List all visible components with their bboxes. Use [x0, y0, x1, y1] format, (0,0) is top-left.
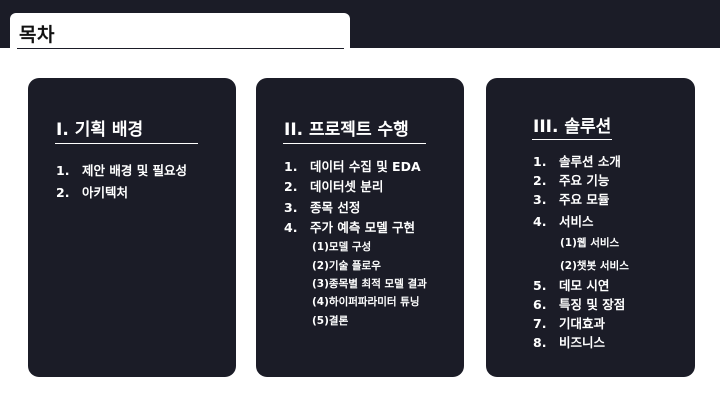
item-number: 1. [284, 159, 298, 174]
list-item: 1. 제안 배경 및 필요성 [56, 163, 187, 179]
list-item: 2. 아키텍처 [56, 185, 128, 201]
list-item: 8. 비즈니스 [533, 335, 605, 351]
sub-item: (4)하이퍼파라미터 튜닝 [312, 296, 420, 308]
item-label: 솔루션 소개 [559, 154, 621, 169]
section-title: III. 솔루션 [533, 117, 612, 137]
section-divider [55, 143, 198, 144]
item-number: 1. [533, 154, 547, 169]
list-item: 4. 서비스 [533, 214, 594, 230]
item-label: 종목 선정 [310, 200, 361, 215]
item-label: 서비스 [559, 214, 594, 229]
item-number: 7. [533, 316, 547, 331]
item-number: 3. [284, 200, 298, 215]
list-item: 2. 주요 기능 [533, 173, 609, 189]
sub-item: (2)챗봇 서비스 [560, 260, 629, 272]
title-tab [10, 13, 350, 48]
page-title: 목차 [19, 24, 55, 46]
section-divider [532, 139, 612, 140]
item-number: 5. [533, 278, 547, 293]
list-item: 1. 데이터 수집 및 EDA [284, 159, 421, 175]
section-title: I. 기획 배경 [56, 120, 144, 140]
item-number: 6. [533, 297, 547, 312]
item-number: 2. [533, 173, 547, 188]
list-item: 7. 기대효과 [533, 316, 605, 332]
section-divider [283, 143, 426, 144]
section-card-planning: I. 기획 배경 1. 제안 배경 및 필요성 2. 아키텍처 [28, 78, 236, 377]
section-card-solution: III. 솔루션 1. 솔루션 소개 2. 주요 기능 3. 주요 모듈 4. 서비스 … [486, 78, 695, 377]
item-number: 1. [56, 163, 70, 178]
item-number: 3. [533, 192, 547, 207]
list-item: 2. 데이터셋 분리 [284, 179, 383, 195]
sub-item: (5)결론 [312, 315, 349, 327]
list-item: 3. 종목 선정 [284, 200, 360, 216]
list-item: 3. 주요 모듈 [533, 192, 609, 208]
sub-item: (1)웹 서비스 [560, 237, 620, 249]
item-number: 4. [533, 214, 547, 229]
item-label: 데모 시연 [559, 278, 610, 293]
sub-item: (3)종목별 최적 모델 결과 [312, 278, 427, 290]
item-label: 특징 및 장점 [559, 297, 626, 312]
section-title: II. 프로젝트 수행 [284, 120, 409, 140]
item-number: 4. [284, 220, 298, 235]
item-label: 데이터셋 분리 [310, 179, 384, 194]
list-item: 5. 데모 시연 [533, 278, 609, 294]
item-label: 아키텍처 [82, 185, 129, 200]
list-item: 4. 주가 예측 모델 구현 [284, 220, 415, 236]
item-label: 데이터 수집 및 EDA [310, 159, 421, 174]
list-item: 1. 솔루션 소개 [533, 154, 621, 170]
section-card-project: II. 프로젝트 수행 1. 데이터 수집 및 EDA 2. 데이터셋 분리 3. 종… [256, 78, 464, 377]
sub-item: (1)모델 구성 [312, 241, 372, 253]
item-number: 2. [56, 185, 70, 200]
item-number: 2. [284, 179, 298, 194]
item-label: 주요 기능 [559, 173, 610, 188]
list-item: 6. 특징 및 장점 [533, 297, 625, 313]
item-number: 8. [533, 335, 547, 350]
item-label: 비즈니스 [559, 335, 606, 350]
title-underline [17, 48, 344, 49]
item-label: 기대효과 [559, 316, 606, 331]
item-label: 주가 예측 모델 구현 [310, 220, 416, 235]
item-label: 제안 배경 및 필요성 [82, 163, 188, 178]
sub-item: (2)기술 플로우 [312, 260, 381, 272]
item-label: 주요 모듈 [559, 192, 610, 207]
